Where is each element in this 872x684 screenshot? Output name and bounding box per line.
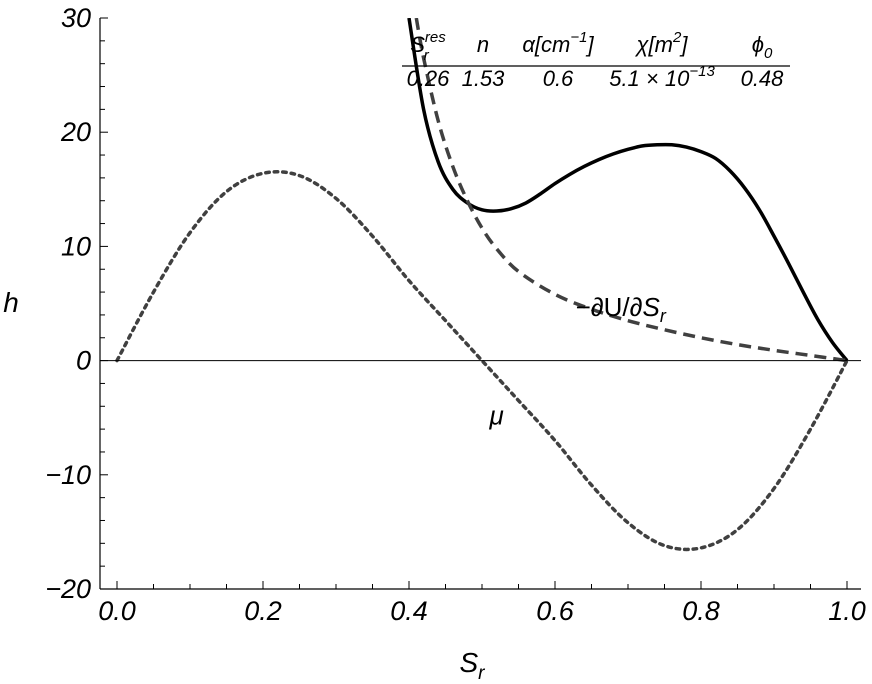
y-axis-label: h — [3, 287, 19, 318]
param-header: α[cm−1] — [522, 29, 594, 57]
param-header: Sres r — [410, 29, 446, 64]
x-tick-label: 0.6 — [536, 596, 575, 626]
y-tick-label: 0 — [76, 346, 91, 376]
x-axis-label: Sr — [459, 647, 485, 684]
param-value: 0.48 — [741, 66, 785, 91]
series-line-solid — [407, 18, 849, 362]
series-layer — [115, 18, 849, 552]
annotation-dudsr: −∂U/∂Sr — [576, 292, 667, 326]
x-tick-label: 0.4 — [390, 596, 428, 626]
text-layer: 0.0 0.2 0.4 0.6 0.8 1.0 −20 −10 0 10 20 30 Sr h −∂U/∂S… — [3, 3, 866, 684]
x-tick-label: 0.8 — [682, 596, 720, 626]
param-header: ϕ0 — [752, 32, 773, 62]
series-line-dashed — [414, 18, 848, 363]
y-tick-label: −10 — [45, 460, 91, 490]
axes-layer — [99, 17, 861, 590]
x-tick-label: 1.0 — [828, 596, 866, 626]
param-header: χ[m2] — [635, 29, 689, 57]
y-tick-label: 10 — [61, 231, 91, 261]
x-tick-label: 0.2 — [244, 596, 282, 626]
annotation-mu: μ — [488, 401, 503, 431]
param-header: n — [477, 32, 489, 57]
param-value: 0.6 — [543, 66, 574, 91]
param-value: 5.1 × 10−13 — [609, 63, 715, 91]
y-tick-label: 20 — [60, 117, 91, 147]
param-value: 1.53 — [462, 66, 506, 91]
y-tick-label: −20 — [45, 574, 91, 604]
param-value: 0.26 — [407, 66, 451, 91]
x-tick-label: 0.0 — [98, 596, 136, 626]
y-tick-label: 30 — [61, 3, 91, 33]
